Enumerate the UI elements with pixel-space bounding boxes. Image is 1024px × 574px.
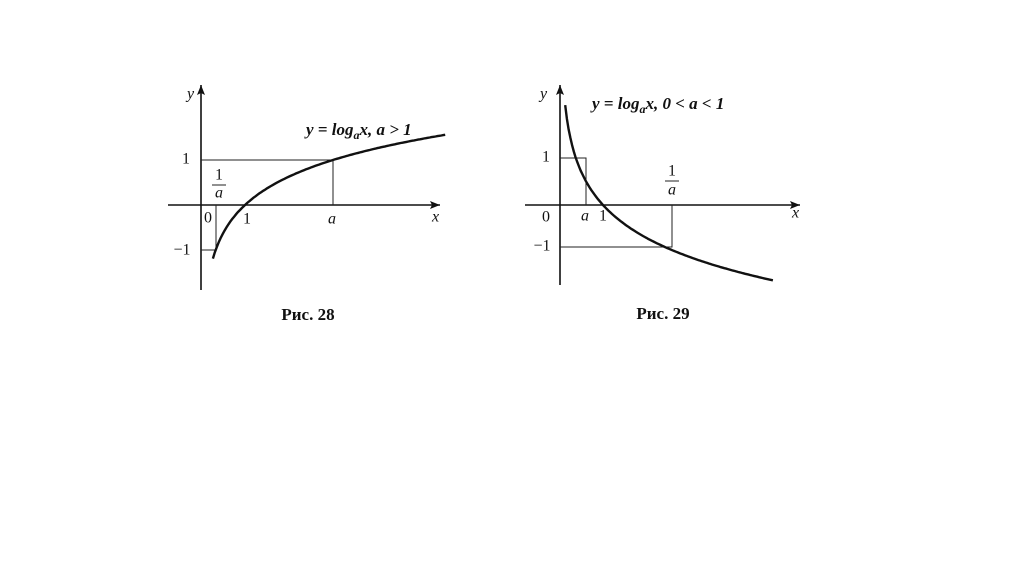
equation-base: a — [353, 128, 359, 142]
guide-lines — [560, 157, 673, 248]
y-axis-label: y — [185, 86, 195, 103]
equation-prefix: y = log — [304, 120, 354, 139]
figure-28: y x 1 −1 0 1 a 1 a y = logax, a > 1 Рис.… — [168, 85, 446, 324]
x-tick-label: a — [328, 211, 336, 228]
caption: Рис. 28 — [281, 305, 334, 324]
y-axis-label: y — [538, 86, 548, 103]
equation: y = logax, 0 < a < 1 — [590, 94, 724, 116]
x-tick-label: 1 — [243, 211, 251, 228]
x-axis-label: x — [791, 205, 799, 222]
equation-suffix: x, a > 1 — [358, 120, 411, 139]
y-tick-label: 1 — [182, 151, 190, 168]
axes — [525, 85, 800, 285]
y-tick-label: 1 — [542, 149, 550, 166]
origin-label: 0 — [204, 210, 212, 227]
fraction-denominator: a — [215, 185, 223, 202]
x-tick-label: 1 — [599, 208, 607, 225]
x-tick-label: a — [581, 208, 589, 225]
y-tick-label: −1 — [173, 242, 190, 259]
log-curve — [211, 133, 446, 259]
y-tick-label: −1 — [533, 238, 550, 255]
origin-label: 0 — [542, 209, 550, 226]
axes — [168, 85, 440, 290]
x-axis-label: x — [431, 209, 439, 226]
equation-prefix: y = log — [590, 94, 640, 113]
fraction-numerator: 1 — [668, 163, 676, 180]
equation: y = logax, a > 1 — [304, 120, 412, 142]
log-curve — [564, 104, 774, 282]
equation-suffix: x, 0 < a < 1 — [644, 94, 724, 113]
equation-base: a — [639, 102, 645, 116]
fraction-denominator: a — [668, 182, 676, 199]
caption: Рис. 29 — [636, 304, 689, 323]
figure-29: y x 1 −1 0 a 1 1 a y = logax, 0 < a < 1 … — [525, 85, 800, 323]
fraction-numerator: 1 — [215, 167, 223, 184]
